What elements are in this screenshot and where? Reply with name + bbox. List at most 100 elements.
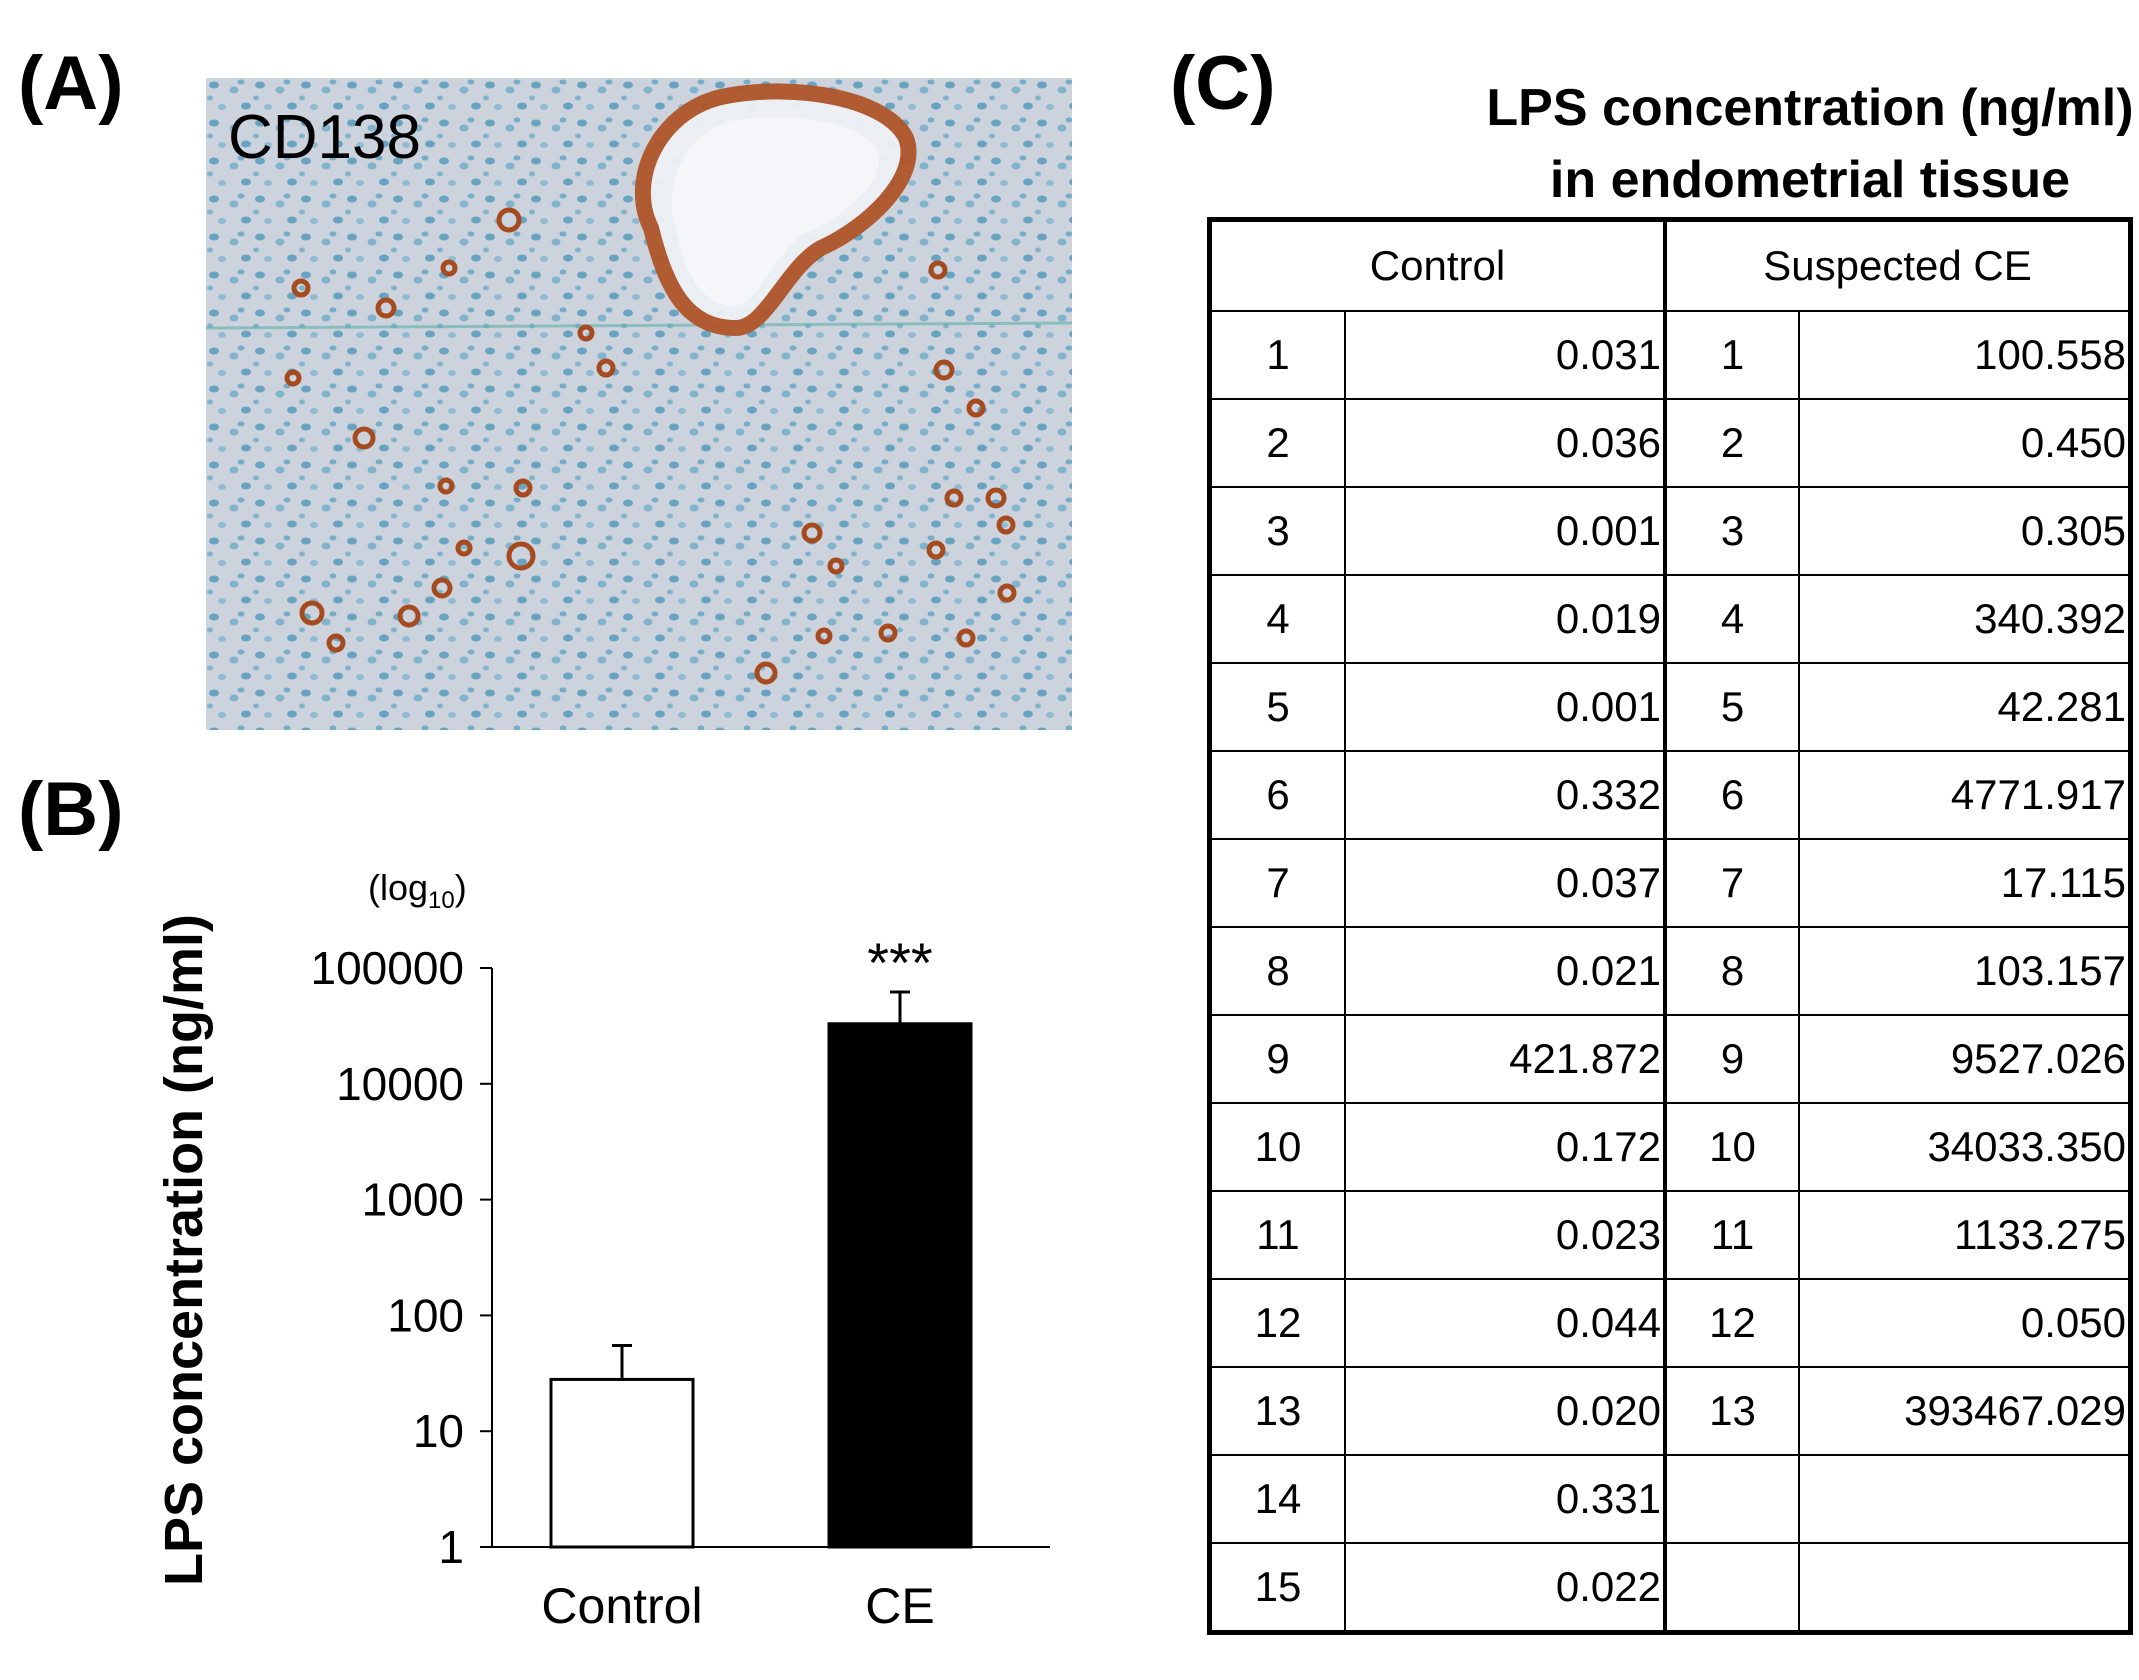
- table-row: 3 0.001 3 0.305: [1210, 486, 2130, 576]
- panel-label-b: (B): [18, 767, 124, 852]
- suspected-id-cell: 4: [1664, 574, 1800, 664]
- control-value-cell: 0.023: [1344, 1190, 1667, 1280]
- y-axis-label: LPS concentration (ng/ml): [154, 914, 214, 1586]
- suspected-value-cell: [1798, 1454, 2130, 1544]
- control-id-cell: 6: [1210, 750, 1346, 840]
- table-row: 12 0.044 12 0.050: [1210, 1278, 2130, 1368]
- suspected-id-cell: 5: [1664, 662, 1800, 752]
- y-tick-label: 1000: [362, 1174, 464, 1226]
- y-tick-label: 100: [387, 1289, 464, 1341]
- suspected-id-cell: 2: [1664, 398, 1800, 488]
- bar-ce: [827, 1022, 973, 1549]
- bar-control: [549, 1377, 695, 1549]
- suspected-id-cell: 1: [1664, 310, 1800, 400]
- y-tick-label: 1: [438, 1521, 464, 1573]
- table-row: 14 0.331: [1210, 1454, 2130, 1544]
- table-row: 6 0.332 6 4771.917: [1210, 750, 2130, 840]
- x-tick-label: CE: [865, 1578, 934, 1634]
- table-row: 11 0.023 11 1133.275: [1210, 1190, 2130, 1280]
- suspected-value-cell: 1133.275: [1798, 1190, 2130, 1280]
- table-title: LPS concentration (ng/ml) in endometrial…: [1290, 72, 2139, 216]
- gland-structure: [634, 83, 917, 337]
- suspected-id-cell: 11: [1664, 1190, 1800, 1280]
- control-id-cell: 13: [1210, 1366, 1346, 1456]
- control-id-cell: 4: [1210, 574, 1346, 664]
- control-value-cell: 0.172: [1344, 1102, 1667, 1192]
- control-id-cell: 10: [1210, 1102, 1346, 1192]
- suspected-value-cell: 100.558: [1798, 310, 2130, 400]
- table-title-line1: LPS concentration (ng/ml): [1486, 79, 2134, 137]
- control-value-cell: 0.001: [1344, 486, 1667, 576]
- stain-label: CD138: [228, 103, 421, 172]
- control-id-cell: 5: [1210, 662, 1346, 752]
- control-value-cell: 0.031: [1344, 310, 1667, 400]
- suspected-value-cell: 4771.917: [1798, 750, 2130, 840]
- control-value-cell: 0.021: [1344, 926, 1667, 1016]
- control-value-cell: 0.036: [1344, 398, 1667, 488]
- control-value-cell: 0.331: [1344, 1454, 1667, 1544]
- panel-label-a: (A): [18, 41, 124, 126]
- header-control: Control: [1210, 220, 1667, 312]
- suspected-value-cell: [1798, 1542, 2130, 1632]
- suspected-id-cell: 6: [1664, 750, 1800, 840]
- suspected-value-cell: 17.115: [1798, 838, 2130, 928]
- x-tick-label: Control: [541, 1578, 702, 1634]
- table-row: 13 0.020 13 393467.029: [1210, 1366, 2130, 1456]
- suspected-value-cell: 393467.029: [1798, 1366, 2130, 1456]
- table-header-row: Control Suspected CE: [1210, 220, 2130, 312]
- control-value-cell: 0.037: [1344, 838, 1667, 928]
- control-value-cell: 0.022: [1344, 1542, 1667, 1632]
- suspected-id-cell: [1664, 1454, 1800, 1544]
- header-suspected-ce: Suspected CE: [1664, 220, 2130, 312]
- suspected-id-cell: 8: [1664, 926, 1800, 1016]
- suspected-value-cell: 340.392: [1798, 574, 2130, 664]
- y-tick-label: 10000: [336, 1058, 464, 1110]
- control-value-cell: 0.020: [1344, 1366, 1667, 1456]
- table-row: 5 0.001 5 42.281: [1210, 662, 2130, 752]
- table-row: 10 0.172 10 34033.350: [1210, 1102, 2130, 1192]
- table-row: 8 0.021 8 103.157: [1210, 926, 2130, 1016]
- control-value-cell: 0.001: [1344, 662, 1667, 752]
- suspected-value-cell: 9527.026: [1798, 1014, 2130, 1104]
- table-title-line2: in endometrial tissue: [1549, 151, 2071, 209]
- control-id-cell: 11: [1210, 1190, 1346, 1280]
- lps-bar-chart: 1 10 100 1000 10000 100000 Control CE *** LPS c…: [154, 867, 1050, 1634]
- suspected-id-cell: 13: [1664, 1366, 1800, 1456]
- lps-table: Control Suspected CE 1 0.031 1 100.558 2 0.03…: [1207, 217, 2133, 1635]
- control-id-cell: 14: [1210, 1454, 1346, 1544]
- control-id-cell: 15: [1210, 1542, 1346, 1632]
- control-id-cell: 12: [1210, 1278, 1346, 1368]
- control-id-cell: 8: [1210, 926, 1346, 1016]
- suspected-id-cell: 12: [1664, 1278, 1800, 1368]
- scale-note-text: (log: [368, 867, 428, 908]
- significance-marker: ***: [867, 931, 932, 994]
- control-value-cell: 0.332: [1344, 750, 1667, 840]
- suspected-value-cell: 0.050: [1798, 1278, 2130, 1368]
- table-row: 2 0.036 2 0.450: [1210, 398, 2130, 488]
- bars: Control CE ***: [541, 931, 973, 1634]
- suspected-value-cell: 0.305: [1798, 486, 2130, 576]
- cd138-micrograph: [206, 78, 1072, 730]
- suspected-value-cell: 42.281: [1798, 662, 2130, 752]
- scale-note-end: ): [455, 867, 467, 908]
- table-row: 7 0.037 7 17.115: [1210, 838, 2130, 928]
- suspected-value-cell: 103.157: [1798, 926, 2130, 1016]
- table-row: 9 421.872 9 9527.026: [1210, 1014, 2130, 1104]
- panel-label-c: (C): [1170, 41, 1276, 126]
- table-row: 1 0.031 1 100.558: [1210, 310, 2130, 400]
- control-id-cell: 9: [1210, 1014, 1346, 1104]
- y-tick-labels: 1 10 100 1000 10000 100000: [311, 942, 465, 1573]
- table-row: 15 0.022: [1210, 1542, 2130, 1632]
- control-id-cell: 7: [1210, 838, 1346, 928]
- y-tick-label: 100000: [311, 942, 465, 994]
- table-row: 4 0.019 4 340.392: [1210, 574, 2130, 664]
- control-id-cell: 1: [1210, 310, 1346, 400]
- control-id-cell: 3: [1210, 486, 1346, 576]
- control-value-cell: 0.019: [1344, 574, 1667, 664]
- suspected-id-cell: 7: [1664, 838, 1800, 928]
- y-tick-label: 10: [413, 1405, 464, 1457]
- suspected-id-cell: 9: [1664, 1014, 1800, 1104]
- suspected-id-cell: 10: [1664, 1102, 1800, 1192]
- scale-note: (log10): [368, 867, 467, 914]
- control-id-cell: 2: [1210, 398, 1346, 488]
